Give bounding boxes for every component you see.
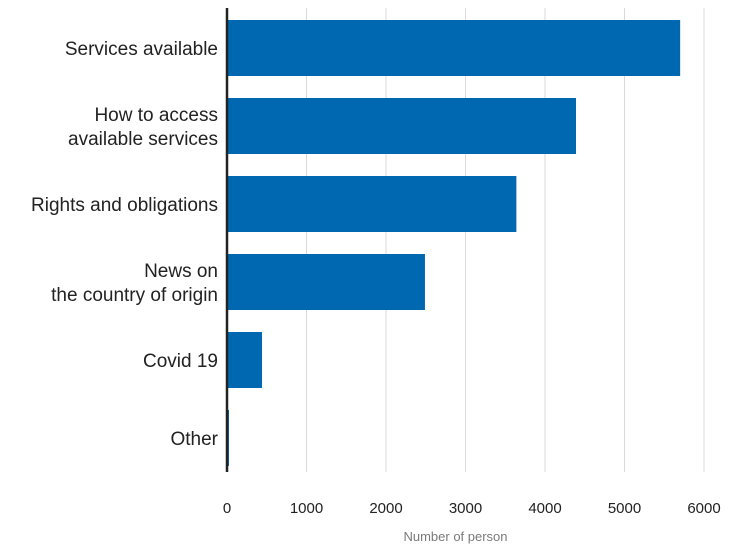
category-labels: Services available How to access availabl…: [31, 39, 219, 450]
bar: [227, 254, 425, 310]
category-label: the country of origin: [51, 285, 218, 306]
bar: [227, 176, 517, 232]
category-label: Covid 19: [143, 351, 218, 372]
bar: [227, 332, 262, 388]
x-tick-labels: 0 1000 2000 3000 4000 5000 6000: [223, 500, 721, 517]
x-tick-label: 0: [223, 500, 231, 517]
x-tick-label: 6000: [687, 500, 720, 517]
category-label: News on: [144, 261, 218, 282]
x-tick-label: 2000: [369, 500, 402, 517]
category-label: Rights and obligations: [31, 195, 218, 216]
category-label: Services available: [65, 39, 218, 60]
x-tick-label: 1000: [290, 500, 323, 517]
bars: [227, 20, 681, 466]
x-tick-label: 5000: [608, 500, 641, 517]
x-tick-label: 3000: [449, 500, 482, 517]
category-label: available services: [68, 129, 218, 150]
category-label: Other: [170, 429, 218, 450]
bar: [227, 98, 577, 154]
gridlines: [306, 8, 705, 472]
category-label: How to access: [94, 105, 218, 126]
x-tick-label: 4000: [528, 500, 561, 517]
x-axis-title: Number of person: [403, 529, 507, 544]
bar: [227, 20, 681, 76]
